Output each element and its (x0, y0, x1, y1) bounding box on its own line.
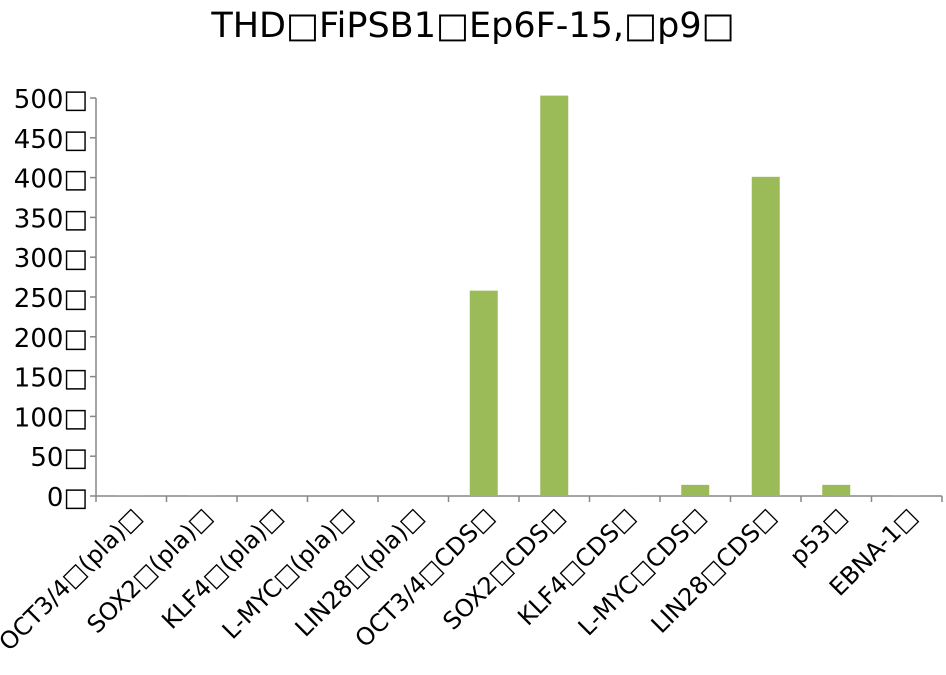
y-tick-label: 500□ (14, 85, 88, 115)
y-tick-label: 400□ (14, 165, 88, 195)
chart-title: THD□FiPSB1□Ep6F-15,□p9□ (211, 6, 735, 46)
bar (117, 495, 146, 496)
y-tick-label: 0□ (47, 483, 88, 513)
x-tick-label: KLF4□(pla)□ (156, 502, 288, 634)
bar (822, 484, 851, 496)
x-tick-label: LIN28□CDS□ (646, 502, 782, 638)
bar (469, 290, 498, 496)
x-tick-label: p53□ (784, 502, 852, 570)
bar (892, 495, 921, 496)
x-tick-label: L-MYC□CDS□ (573, 502, 712, 641)
y-tick-label: 300□ (14, 244, 88, 274)
y-tick-label: 50□ (30, 443, 88, 473)
y-tick-label: 100□ (14, 403, 88, 433)
x-tick-label: SOX2□CDS□ (437, 502, 570, 635)
y-tick-label: 350□ (14, 204, 88, 234)
y-tick-label: 450□ (14, 125, 88, 155)
bar (610, 495, 639, 496)
bar (540, 95, 569, 496)
bar (751, 176, 780, 496)
bar (681, 484, 710, 496)
bar (187, 495, 216, 496)
x-tick-label: SOX2□(pla)□ (82, 502, 218, 638)
y-tick-label: 250□ (14, 284, 88, 314)
y-tick-label: 200□ (14, 324, 88, 354)
y-tick-label: 150□ (14, 364, 88, 394)
x-tick-label: LIN28□(pla)□ (290, 502, 430, 642)
